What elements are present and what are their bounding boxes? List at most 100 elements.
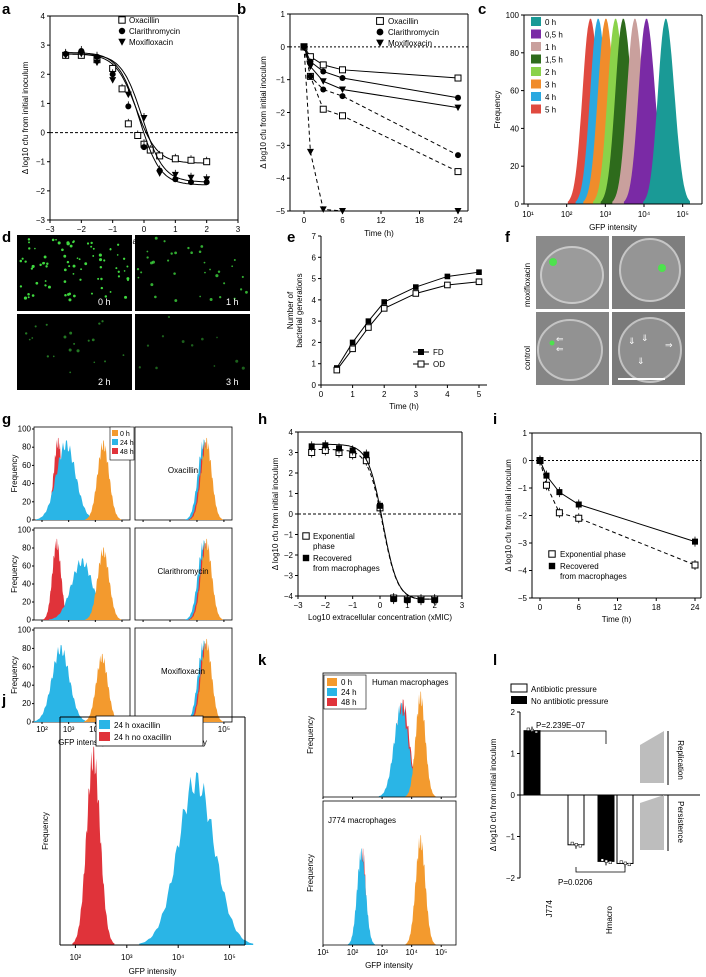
bacterium-dot <box>116 254 119 256</box>
bacterium-dot <box>235 359 239 363</box>
bacterium-dot <box>100 277 103 281</box>
legend-label: 2 h <box>545 68 556 77</box>
y-tick-label: 5 <box>312 275 317 284</box>
x-tick-label: −1 <box>348 601 358 610</box>
x-axis-label: Time (h) <box>602 615 632 624</box>
data-point <box>187 156 195 164</box>
bacterium-dot <box>181 340 185 343</box>
x-tick-label: 10³ <box>121 953 133 962</box>
data-point <box>692 538 698 545</box>
bacterium-dot <box>91 338 95 342</box>
bacterium-dot <box>161 335 165 338</box>
y-tick-label: 1 <box>312 360 317 369</box>
bacterium-dot <box>154 236 158 240</box>
y-tick-label: 40 <box>510 124 519 133</box>
bacterium-dot <box>80 268 83 271</box>
legend-label: Moxifloxacin <box>129 38 173 47</box>
arrow-icon: ⇓ <box>628 336 636 346</box>
y-tick-label: 3 <box>41 41 46 50</box>
replicate-point <box>526 727 530 731</box>
x-tick-label: 10² <box>70 953 82 962</box>
data-point <box>454 168 462 176</box>
data-point <box>339 112 346 120</box>
panel-letter-h: h <box>258 411 267 428</box>
legend-marker <box>548 562 556 570</box>
data-point <box>77 50 85 58</box>
y-tick-label: 2 <box>312 338 317 347</box>
bacterium-dot <box>28 338 31 341</box>
bacterium-dot <box>216 336 218 339</box>
y-tick-label: 0 <box>281 43 286 52</box>
legend-marker <box>417 360 425 368</box>
legend-swatch <box>531 42 541 51</box>
panel-title: J774 macrophages <box>328 816 396 825</box>
bacterium-dot <box>35 281 39 285</box>
replicate-point <box>578 844 582 848</box>
bacterium-dot <box>122 257 126 260</box>
bacterium-dot <box>100 286 104 290</box>
histogram-24h <box>36 440 96 520</box>
data-point <box>377 502 383 509</box>
legend-label: from macrophages <box>313 564 380 573</box>
chart-l: −2 −1 0 1 2 Δ log10 cfu from initial inoculum… <box>489 683 700 934</box>
y-tick-label: 60 <box>510 87 519 96</box>
replicate-point <box>570 841 574 845</box>
micrograph-1h <box>135 235 250 311</box>
data-point <box>125 103 132 110</box>
bacterium-dot <box>167 315 171 319</box>
histogram-frame <box>134 527 233 621</box>
legend-label: phase <box>313 542 335 551</box>
data-point <box>380 305 388 312</box>
bacterium-dot <box>63 280 67 283</box>
data-point <box>412 290 420 297</box>
bacterium-dot <box>233 259 236 262</box>
micrograph-label-3h: 3 h <box>226 377 239 387</box>
y-tick-label: −3 <box>518 539 528 548</box>
bacterium-dot <box>174 251 177 255</box>
histogram-0h <box>405 834 436 945</box>
chart-i: −5 −4 −3 −2 −1 0 1 0 6 12 18 24 Time (h) Δ log10 cfu … <box>504 429 702 624</box>
data-point <box>444 273 451 280</box>
bacterium-dot <box>92 255 95 257</box>
legend-swatch <box>531 29 541 39</box>
legend-marker <box>302 554 310 562</box>
histogram-48h <box>43 538 71 620</box>
legend-label: 0 h <box>120 431 130 438</box>
legend-swatch <box>112 439 118 445</box>
panel-letter-c: c <box>478 1 486 18</box>
legend-swatch <box>531 79 541 89</box>
x-tick-label: 2 <box>432 601 437 610</box>
series-line <box>336 281 480 371</box>
y-axis-label-1: Number of <box>286 291 295 329</box>
x-tick-label: 2 <box>204 225 209 234</box>
data-point <box>319 61 327 69</box>
legend-label: 3 h <box>545 81 556 90</box>
bacterium-dot <box>154 295 157 299</box>
bar <box>597 794 615 862</box>
y-axis-label: Δ log10 cfu from initial inoculum <box>271 457 280 570</box>
bacterium-dot <box>117 275 121 278</box>
data-point <box>537 457 543 464</box>
replicate-point <box>623 861 627 865</box>
bacterium-dot <box>190 251 193 255</box>
x-tick-label: 1 <box>173 225 178 234</box>
micrograph-3h <box>135 314 250 390</box>
data-point <box>333 366 341 374</box>
replicate-point <box>574 843 578 847</box>
x-axis-label: Log10 extracellular concentration (xMIC) <box>308 613 452 622</box>
data-point <box>349 447 356 454</box>
bacterium-dot <box>104 295 108 298</box>
bacterium-dot <box>72 264 76 268</box>
x-tick-label: 10² <box>347 948 359 957</box>
bacterium-dot <box>43 262 46 264</box>
micrograph-bacteria-dots <box>19 236 248 374</box>
y-axis-label: Frequency <box>10 656 19 694</box>
bacterium-dot <box>103 259 106 262</box>
bacterium-dot <box>217 270 221 273</box>
bacterium-dot <box>241 275 244 279</box>
bacterium-dot <box>117 270 120 273</box>
bacterium-dot <box>190 344 194 347</box>
data-point <box>320 68 327 75</box>
x-axis-label: GFP intensity <box>365 961 413 970</box>
